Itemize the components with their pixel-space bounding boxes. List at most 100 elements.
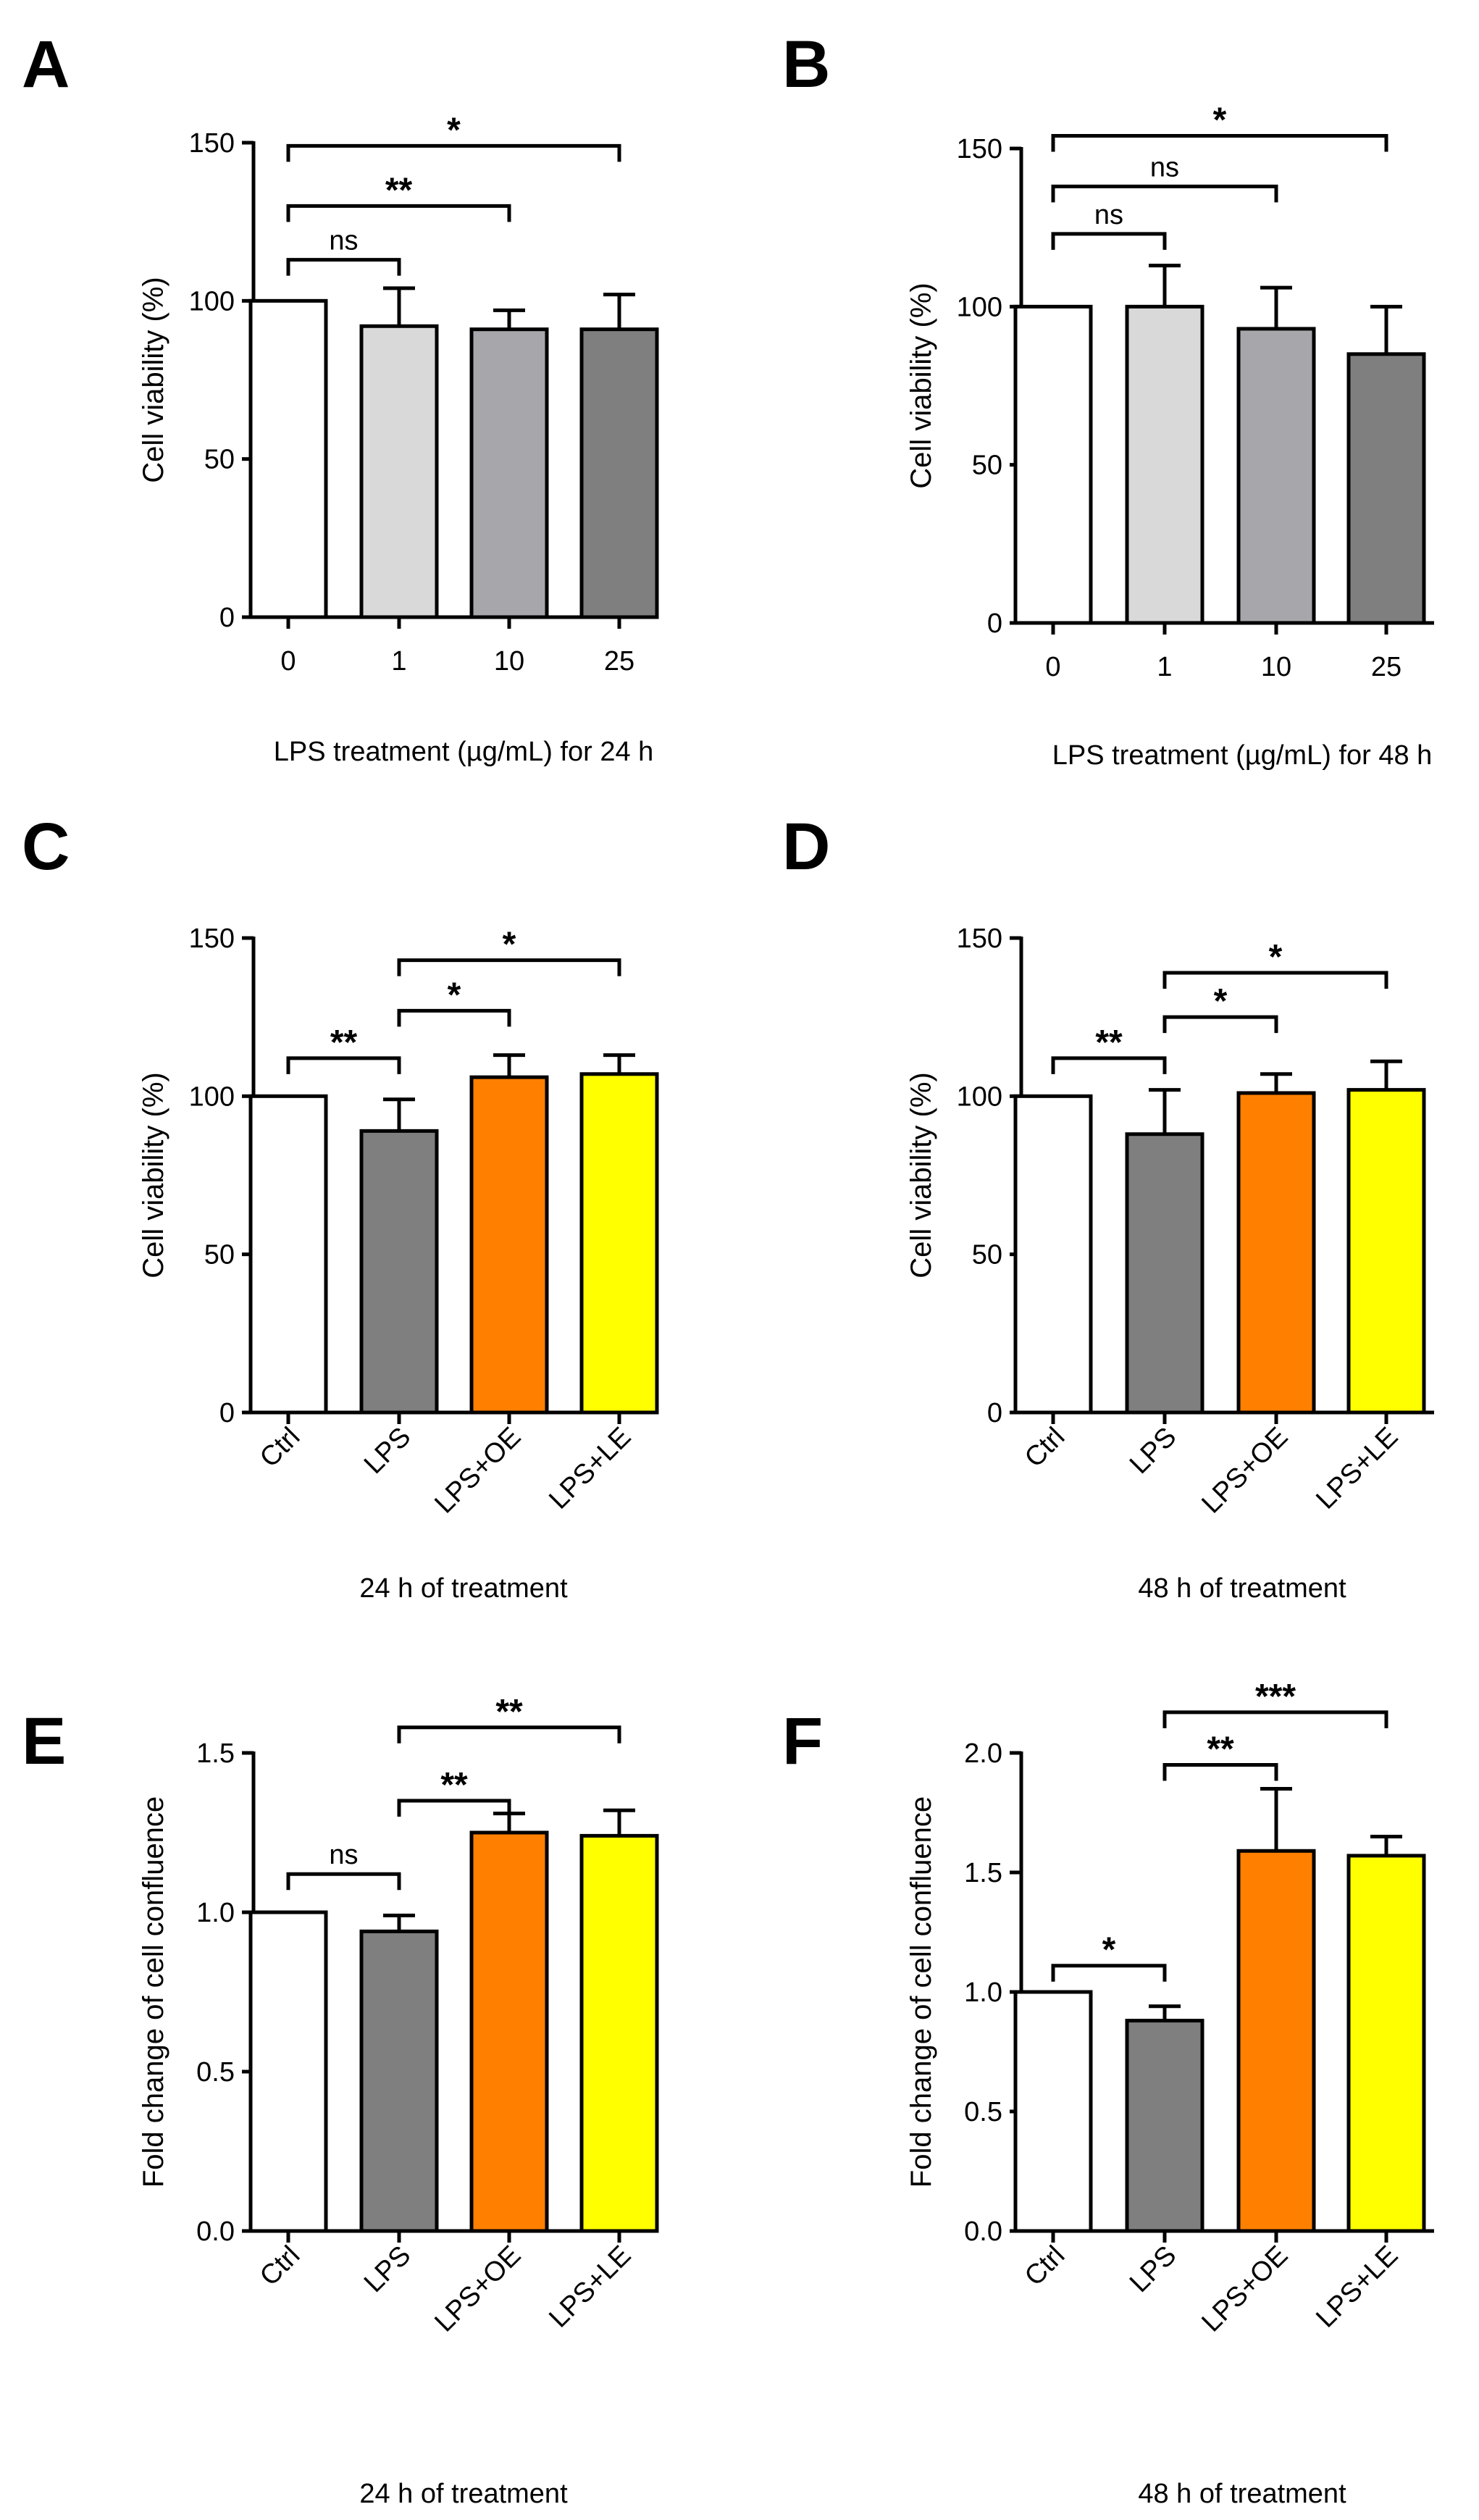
- x-tick-label: Ctrl: [254, 1422, 306, 1473]
- significance-label: ns: [1150, 152, 1179, 183]
- y-axis-label: Fold change of cell confluence: [138, 1796, 169, 2188]
- y-axis-label: Cell viability (%): [138, 1072, 169, 1278]
- x-tick-label: 0: [280, 646, 296, 677]
- bar-lps-oe: [469, 1075, 549, 1415]
- x-axis-label: LPS treatment (µg/mL) for 48 h: [1052, 740, 1433, 771]
- x-tick-label: Ctrl: [254, 2240, 306, 2292]
- y-tick-label: 0.0: [196, 2216, 235, 2247]
- bracket-line: [1162, 1710, 1388, 1728]
- significance-label: ns: [329, 1840, 358, 1870]
- panel-label: B: [782, 28, 830, 101]
- y-tick-label: 100: [189, 1081, 235, 1112]
- y-tick-label: 50: [972, 1240, 1002, 1271]
- significance-bracket: **: [1051, 1024, 1167, 1074]
- bar-25: [1346, 352, 1426, 625]
- bar-lps-le: [579, 1072, 659, 1415]
- bracket-line: [1051, 232, 1167, 250]
- y-tick-label: 0.0: [964, 2216, 1002, 2247]
- bracket-line: [1051, 1964, 1167, 1982]
- y-tick-label: 150: [957, 134, 1002, 164]
- significance-label: *: [448, 976, 461, 1014]
- bar-lps-oe: [1236, 1849, 1316, 2233]
- bracket-line: [1162, 971, 1388, 989]
- bar-lps: [1125, 1132, 1204, 1415]
- x-tick-label: 10: [1261, 652, 1291, 682]
- bracket-line: [1051, 1056, 1167, 1074]
- panel-d: D 0 50 100 150 Cell viability (%) Ctrl LPS LPS+O…: [782, 810, 1434, 1604]
- x-tick-label: Ctrl: [1019, 1422, 1071, 1473]
- x-tick-label: LPS: [359, 1422, 416, 1480]
- significance-bracket: *: [397, 976, 511, 1027]
- panel-a: A 0 50 100 150 Cell viability (%) 0 1 10 25 LPS tr…: [22, 28, 659, 767]
- bracket-line: [397, 1008, 511, 1027]
- x-tick-label: LPS: [359, 2240, 416, 2298]
- significance-label: **: [385, 171, 413, 209]
- bar-lps-oe: [469, 1830, 549, 2233]
- bar-lps: [359, 1929, 439, 2233]
- bar-ctrl: [248, 1910, 328, 2233]
- significance-bracket: ***: [1162, 1678, 1388, 1728]
- significance-label: ns: [1094, 200, 1123, 230]
- significance-bracket: *: [1162, 938, 1388, 989]
- panel-label: A: [22, 28, 70, 101]
- panel-label: E: [22, 1704, 66, 1778]
- y-axis-label: Cell viability (%): [138, 277, 169, 483]
- x-axis-label: 24 h of treatment: [359, 1573, 568, 1604]
- significance-bracket: **: [1162, 1730, 1278, 1781]
- significance-label: *: [503, 926, 516, 964]
- x-tick-label: LPS+OE: [429, 1422, 527, 1520]
- panel-label: F: [782, 1704, 823, 1778]
- x-tick-label: LPS+OE: [429, 2240, 527, 2338]
- bar-lps: [359, 1129, 439, 1415]
- significance-bracket: *: [1051, 101, 1388, 152]
- y-tick-label: 50: [972, 451, 1002, 481]
- bracket-line: [1162, 1015, 1278, 1034]
- y-tick-label: 0.5: [964, 2097, 1002, 2127]
- bar-10: [469, 327, 549, 619]
- y-tick-label: 150: [189, 128, 235, 159]
- bar-10: [1236, 327, 1316, 625]
- bar-lps-oe: [1236, 1091, 1316, 1415]
- panel-c: C 0 50 100 150 Cell viability (%) Ctrl LPS LPS+O…: [22, 810, 659, 1604]
- y-tick-label: 0: [219, 603, 235, 633]
- panel-label: D: [782, 810, 830, 884]
- y-axis-label: Cell viability (%): [905, 282, 937, 489]
- significance-bracket: *: [397, 926, 621, 976]
- y-tick-label: 1.0: [964, 1977, 1002, 2008]
- x-tick-label: 25: [1371, 652, 1402, 682]
- significance-label: *: [1269, 938, 1283, 976]
- panel-e: E 0.0 0.5 1.0 1.5 Fold change of cell conflue…: [22, 1693, 659, 2509]
- significance-label: **: [440, 1766, 468, 1804]
- y-tick-label: 1.5: [964, 1858, 1002, 1888]
- y-tick-label: 100: [957, 1081, 1002, 1112]
- bar-0: [248, 298, 328, 619]
- x-tick-label: 1: [391, 646, 406, 677]
- significance-bracket: ns: [286, 226, 401, 276]
- significance-label: **: [495, 1693, 523, 1731]
- bar-ctrl: [248, 1094, 328, 1415]
- bracket-line: [286, 1056, 401, 1074]
- bar-1: [1125, 304, 1204, 625]
- bar-lps-le: [1346, 1088, 1426, 1415]
- x-tick-label: Ctrl: [1019, 2240, 1071, 2292]
- x-tick-label: LPS+LE: [1310, 2240, 1404, 2334]
- y-tick-label: 1.0: [196, 1898, 235, 1928]
- y-tick-label: 150: [957, 924, 1002, 954]
- bracket-line: [1051, 184, 1278, 203]
- bracket-line: [286, 1872, 401, 1891]
- y-tick-label: 0: [987, 608, 1002, 639]
- significance-label: *: [1102, 1931, 1116, 1969]
- significance-label: ***: [1255, 1678, 1296, 1716]
- x-tick-label: LPS: [1124, 2240, 1182, 2298]
- y-tick-label: 0: [219, 1398, 235, 1428]
- y-tick-label: 100: [189, 286, 235, 317]
- bracket-line: [286, 258, 401, 276]
- panel-b: B 0 50 100 150 Cell viability (%) 0 1 10 25 LPS tr…: [782, 28, 1434, 771]
- significance-label: *: [1214, 982, 1228, 1021]
- x-tick-label: 25: [604, 646, 634, 677]
- bar-lps-le: [1346, 1854, 1426, 2233]
- bar-ctrl: [1013, 1094, 1093, 1415]
- bar-1: [359, 324, 439, 619]
- significance-bracket: *: [1162, 982, 1278, 1034]
- bracket-line: [397, 958, 621, 976]
